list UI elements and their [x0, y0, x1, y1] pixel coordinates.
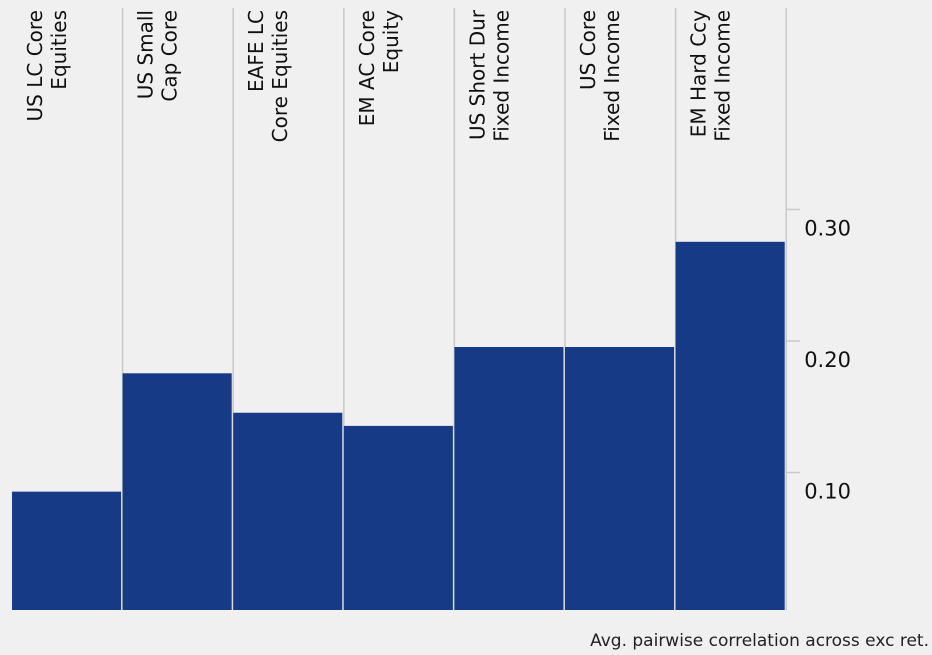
y-tick-label: 0.10	[804, 480, 851, 504]
x-axis-label: Avg. pairwise correlation across exc ret…	[590, 631, 929, 651]
bar	[675, 241, 785, 611]
bars	[12, 241, 785, 611]
category-label: EM AC CoreEquity	[355, 10, 403, 126]
category-label: US Short DurFixed Income	[465, 9, 513, 142]
bar	[454, 347, 564, 610]
category-label: EAFE LCCore Equities	[244, 10, 292, 142]
category-label: US LC CoreEquities	[23, 10, 71, 121]
category-label: EM Hard CcyFixed Income	[687, 10, 735, 142]
bar	[343, 425, 453, 610]
y-axis: 0.10 0.20 0.30	[786, 208, 851, 504]
bar	[233, 412, 343, 610]
bar	[122, 373, 232, 610]
y-tick-label: 0.20	[804, 348, 851, 372]
category-labels: US LC CoreEquities US SmallCap Core EAFE L…	[23, 9, 735, 142]
category-label: US SmallCap Core	[134, 10, 182, 102]
y-tick-label: 0.30	[804, 217, 851, 241]
category-label: US CoreFixed Income	[576, 10, 624, 142]
bar	[565, 347, 675, 610]
bar	[12, 491, 122, 610]
